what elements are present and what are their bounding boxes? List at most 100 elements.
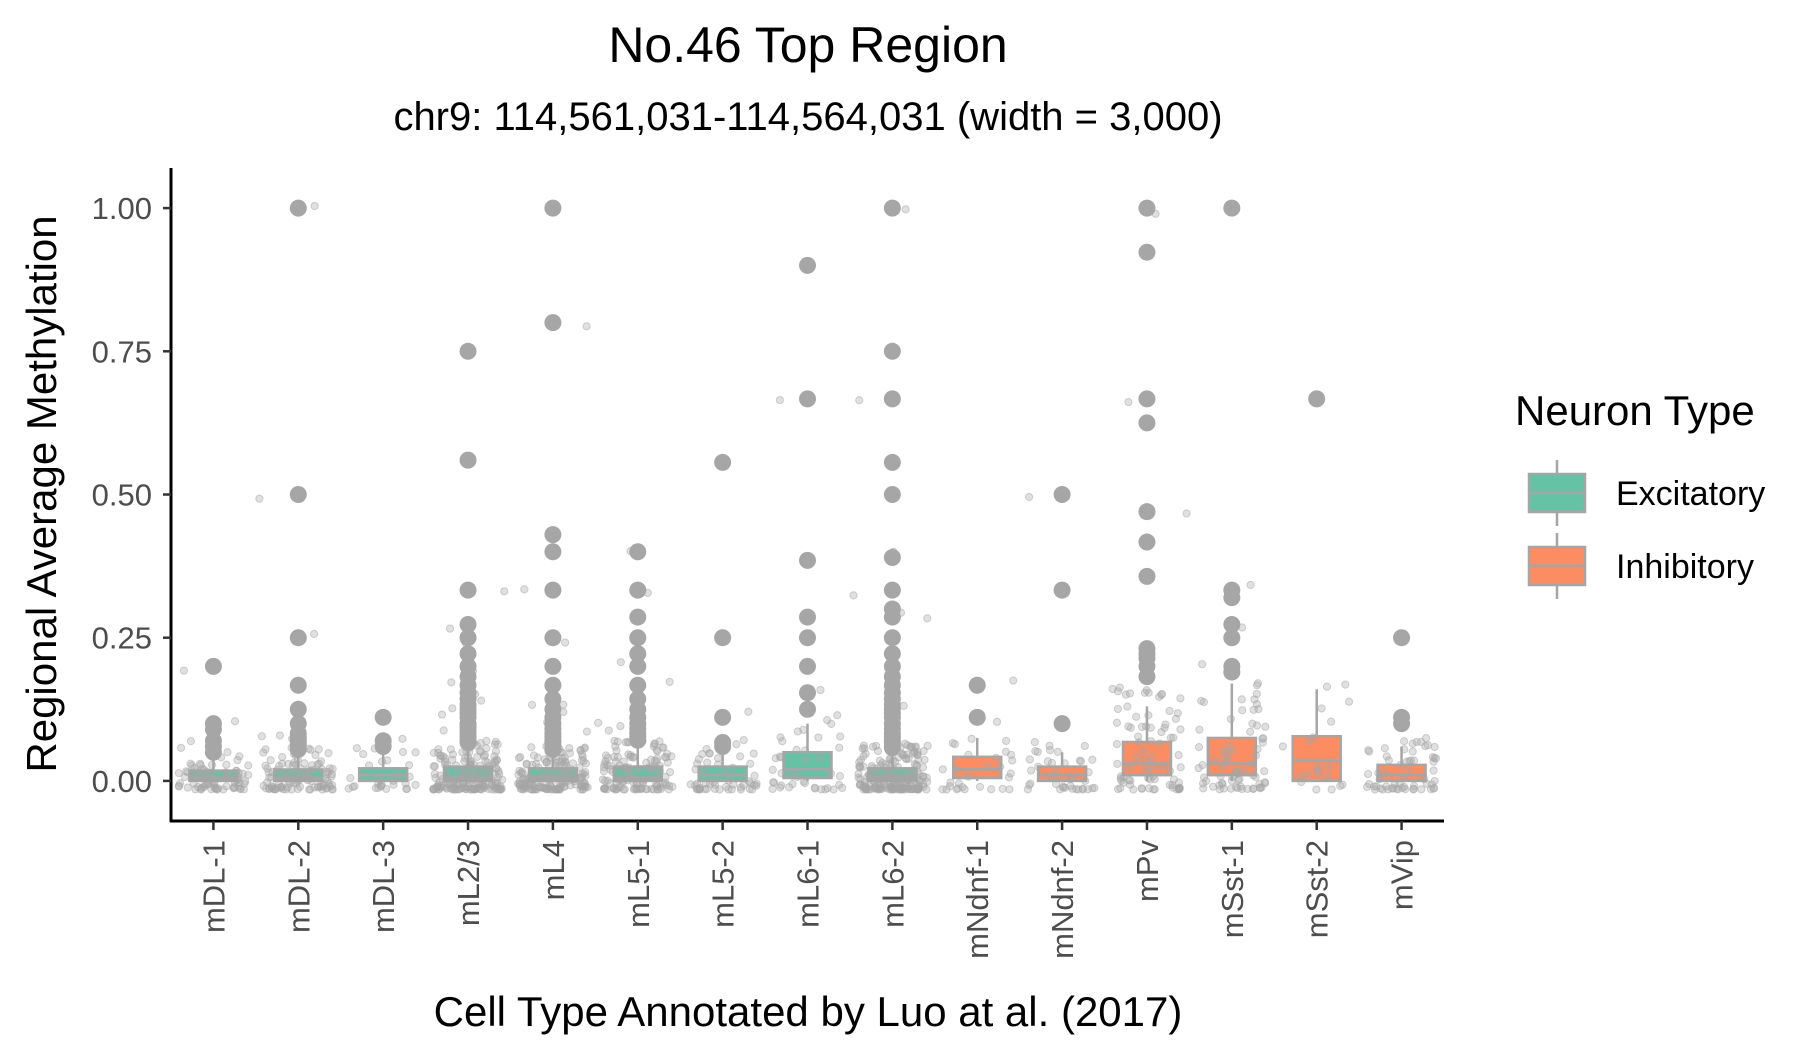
jitter-point	[1412, 737, 1421, 747]
jitter-point	[1384, 756, 1393, 765]
jitter-point	[470, 770, 479, 779]
jitter-point	[546, 773, 555, 782]
jitter-point	[1124, 776, 1133, 785]
outlier-point	[968, 708, 986, 726]
jitter-point	[732, 740, 741, 749]
jitter-point	[439, 726, 448, 735]
jitter-point	[1252, 721, 1262, 730]
jitter-point	[1151, 209, 1160, 218]
outlier-point	[544, 657, 562, 675]
jitter-point	[768, 765, 777, 774]
jitter-point	[174, 769, 183, 778]
jitter-point	[699, 765, 708, 774]
jitter-point	[287, 770, 296, 780]
jitter-point	[1112, 739, 1122, 749]
jitter-point	[411, 780, 420, 790]
jitter-point	[915, 770, 924, 779]
jitter-point	[1142, 722, 1151, 731]
jitter-point	[1199, 773, 1209, 782]
chart-subtitle: chr9: 114,561,031-114,564,031 (width = 3…	[393, 95, 1222, 139]
jitter-point	[736, 783, 746, 792]
x-tick-label: mDL-2	[281, 840, 316, 933]
jitter-point	[324, 749, 333, 758]
y-tick-label: 0.75	[92, 334, 152, 369]
jitter-point	[1255, 779, 1264, 788]
jitter-point	[212, 785, 221, 794]
outlier-point	[1138, 668, 1156, 686]
jitter-point	[179, 666, 189, 675]
jitter-point	[823, 784, 832, 793]
jitter-point	[523, 774, 533, 783]
y-tick-label: 0.50	[92, 478, 152, 513]
jitter-point	[411, 748, 420, 757]
jitter-point	[643, 588, 652, 597]
jitter-point	[476, 738, 485, 748]
outlier-point	[204, 657, 222, 675]
jitter-point	[911, 777, 920, 787]
jitter-point	[829, 785, 838, 794]
jitter-point	[613, 752, 622, 762]
jitter-point	[447, 678, 456, 687]
jitter-point	[612, 746, 621, 755]
jitter-point	[1247, 760, 1256, 769]
jitter-point	[1176, 694, 1185, 703]
jitter-point	[655, 761, 665, 771]
jitter-point	[1139, 747, 1148, 756]
outlier-point	[289, 486, 307, 503]
jitter-point	[952, 785, 961, 794]
outlier-point	[459, 342, 477, 360]
jitter-point	[1218, 762, 1228, 771]
jitter-point	[275, 731, 284, 740]
outlier-point	[629, 645, 647, 663]
jitter-point	[1176, 725, 1185, 734]
jitter-point	[565, 744, 574, 753]
jitter-point	[1140, 688, 1149, 697]
jitter-point	[655, 737, 664, 746]
jitter-point	[1165, 766, 1175, 776]
jitter-point	[987, 785, 996, 794]
jitter-point	[919, 747, 928, 756]
jitter-point	[869, 774, 878, 783]
jitter-point	[580, 744, 589, 753]
y-tick-label: 0.25	[92, 621, 152, 656]
jitter-point	[578, 770, 587, 779]
jitter-point	[777, 769, 786, 778]
jitter-point	[835, 771, 845, 781]
jitter-point	[344, 784, 353, 793]
jitter-point	[477, 696, 486, 705]
jitter-point	[451, 761, 461, 770]
jitter-point	[429, 748, 438, 757]
jitter-point	[500, 587, 509, 596]
jitter-point	[557, 757, 566, 766]
jitter-point	[623, 769, 632, 778]
jitter-point	[1088, 784, 1097, 793]
jitter-point	[393, 771, 403, 780]
jitter-point	[398, 747, 408, 757]
x-tick-label: mL6-2	[875, 840, 910, 928]
x-tick-label: mPv	[1130, 840, 1165, 903]
jitter-point	[992, 717, 1002, 726]
jitter-point	[264, 768, 273, 777]
category-group	[1362, 629, 1441, 794]
jitter-point	[885, 759, 894, 768]
jitter-point	[771, 754, 780, 763]
jitter-point	[920, 755, 929, 764]
jitter-point	[1088, 755, 1097, 764]
jitter-point	[183, 783, 192, 792]
jitter-point	[282, 785, 291, 794]
outlier-point	[629, 608, 647, 626]
x-tick-label: mL5-1	[621, 840, 656, 928]
jitter-point	[298, 772, 308, 781]
category-group	[429, 342, 509, 794]
jitter-point	[632, 765, 641, 774]
jitter-point	[222, 782, 231, 791]
jitter-point	[1068, 784, 1077, 793]
jitter-point	[1182, 509, 1191, 518]
jitter-point	[938, 765, 947, 774]
jitter-point	[861, 785, 871, 794]
jitter-point	[461, 638, 470, 647]
jitter-point	[318, 785, 327, 794]
category-group	[1023, 486, 1099, 794]
jitter-point	[922, 773, 931, 782]
jitter-point	[998, 784, 1007, 793]
